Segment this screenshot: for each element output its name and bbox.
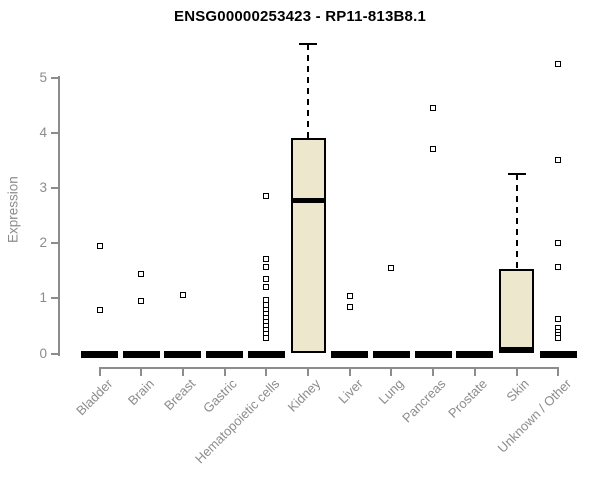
x-axis-tick <box>390 369 393 376</box>
outlier-point <box>263 264 270 271</box>
x-tick-label: Breast <box>161 376 199 414</box>
x-axis-tick <box>181 369 184 376</box>
whisker-cap <box>507 173 526 176</box>
y-tick-label: 3 <box>39 180 47 196</box>
outlier-point <box>555 263 562 270</box>
chart-title: ENSG00000253423 - RP11-813B8.1 <box>173 8 426 25</box>
y-tick-label: 5 <box>39 69 47 85</box>
y-axis-tick <box>51 131 58 134</box>
flat-box-median <box>539 350 577 358</box>
x-axis-tick <box>223 369 226 376</box>
outlier-point <box>555 335 562 342</box>
y-axis-line <box>58 76 60 356</box>
x-axis-tick <box>140 369 143 376</box>
flat-box-median <box>331 350 369 358</box>
y-tick-label: 4 <box>39 124 47 140</box>
flat-box-median <box>247 350 285 358</box>
whisker-cap <box>299 42 317 45</box>
x-tick-label: Gastric <box>200 376 241 416</box>
x-axis-tick <box>98 369 101 376</box>
box <box>499 268 534 354</box>
x-tick-label: Unknown / Other <box>494 376 574 456</box>
outlier-point <box>263 192 270 199</box>
x-axis-tick <box>557 369 560 376</box>
outlier-point <box>138 298 145 305</box>
outlier-point <box>96 242 103 249</box>
median-line <box>290 197 326 203</box>
y-axis-tick <box>51 187 58 190</box>
x-tick-label: Bladder <box>72 376 116 419</box>
outlier-point <box>263 276 270 283</box>
y-axis-tick <box>51 76 58 79</box>
outlier-point <box>263 284 270 291</box>
outlier-point <box>179 292 186 299</box>
outlier-point <box>430 146 437 153</box>
x-axis-tick <box>515 369 518 376</box>
flat-box-median <box>164 350 202 358</box>
y-axis-tick <box>51 242 58 245</box>
flat-box-median <box>414 350 452 358</box>
box <box>290 138 326 354</box>
outlier-point <box>430 105 437 112</box>
y-tick-label: 1 <box>39 290 47 306</box>
outlier-point <box>555 239 562 246</box>
x-tick-label: Liver <box>334 376 366 407</box>
y-tick-label: 2 <box>39 235 47 251</box>
flat-box-median <box>372 350 410 358</box>
outlier-point <box>346 293 353 300</box>
x-axis-tick <box>307 369 309 376</box>
x-tick-label: Pancreas <box>399 376 449 426</box>
outlier-point <box>388 265 395 272</box>
median-line <box>499 346 534 352</box>
x-axis-tick <box>265 369 268 376</box>
whisker-line <box>515 174 518 269</box>
outlier-point <box>96 307 103 314</box>
x-tick-label: Prostate <box>445 376 491 421</box>
x-tick-label: Skin <box>503 376 533 405</box>
outlier-point <box>555 157 562 164</box>
x-tick-label: Kidney <box>284 376 324 415</box>
outlier-point <box>555 60 562 67</box>
flat-box-median <box>206 350 244 358</box>
y-axis-tick <box>51 297 58 300</box>
y-axis-tick <box>51 352 58 355</box>
outlier-point <box>263 334 270 341</box>
flat-box-median <box>122 350 160 358</box>
x-tick-label: Brain <box>124 376 157 409</box>
y-tick-label: 0 <box>39 345 47 361</box>
x-axis-tick <box>432 369 435 376</box>
x-axis-line <box>98 367 560 369</box>
outlier-point <box>346 303 353 310</box>
flat-box-median <box>456 350 494 358</box>
x-axis-tick <box>473 369 476 376</box>
whisker-line <box>307 43 309 139</box>
x-axis-tick <box>348 369 351 376</box>
outlier-point <box>263 256 270 263</box>
x-tick-label: Lung <box>375 376 408 408</box>
outlier-point <box>555 315 562 322</box>
outlier-point <box>138 270 145 277</box>
flat-box-median <box>81 350 118 358</box>
